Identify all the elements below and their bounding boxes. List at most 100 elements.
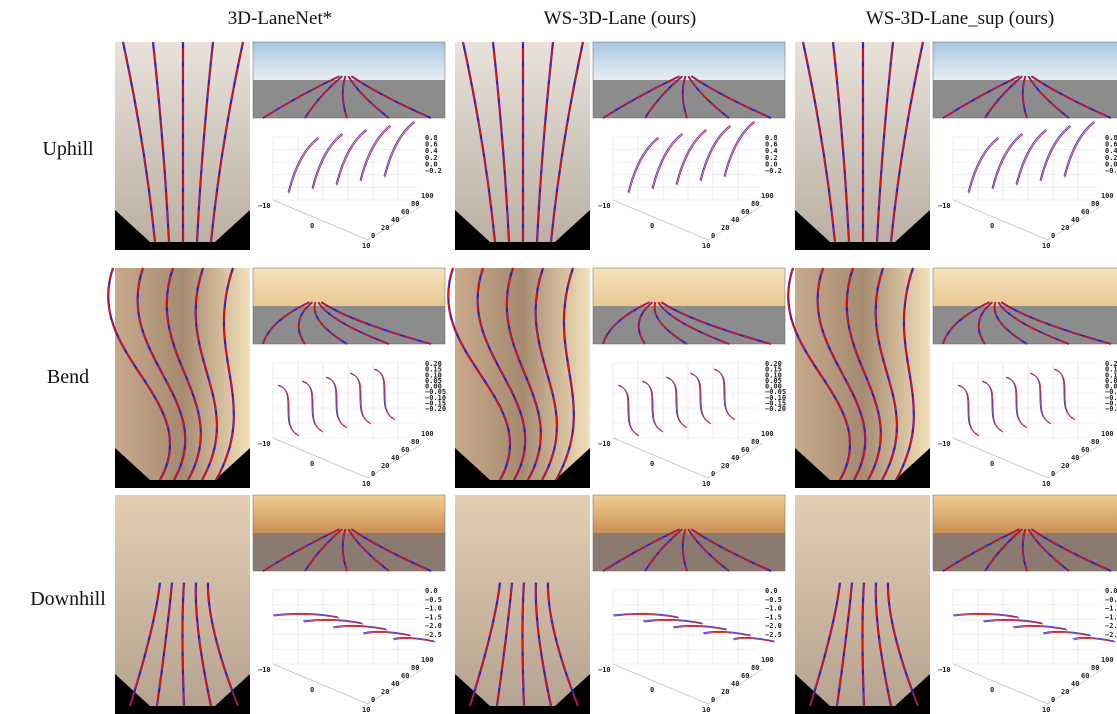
plot-bg [253,575,445,714]
z-tick-label: −1.5 [765,613,782,621]
z-tick-label: −0.20 [425,405,446,413]
y-tick-label: 100 [1101,656,1114,664]
column-title: WS-3D-Lane (ours) [544,8,696,29]
x-tick-label: 0 [310,460,314,468]
y-tick-label: 60 [741,672,749,680]
z-tick-label: −2.0 [425,622,442,630]
z-tick-label: 0.0 [1105,587,1117,595]
y-tick-label: 80 [751,664,759,672]
example-cell: 0.0−0.5−1.0−1.5−2.0−2.5100806040200−1001… [795,495,1117,714]
x-tick-label: 10 [1042,480,1050,488]
plot-3d: 0.200.150.100.050.00−0.05−0.10−0.15−0.20… [253,348,446,488]
x-tick-label: −10 [938,440,951,448]
plot-bg [253,348,445,488]
z-tick-label: −2.5 [425,631,442,639]
x-tick-label: 0 [650,222,654,230]
y-tick-label: 40 [1071,454,1079,462]
x-tick-label: 0 [990,460,994,468]
z-tick-label: 0.0 [765,587,778,595]
y-tick-label: 0 [1051,232,1055,240]
z-tick-label: −2.0 [1105,622,1117,630]
row-label: Uphill [42,138,94,160]
y-tick-label: 0 [711,232,715,240]
y-tick-label: 40 [391,680,399,688]
x-tick-label: −10 [598,440,611,448]
z-tick-label: −0.20 [1105,405,1117,413]
y-tick-label: 20 [1061,688,1069,696]
plot-bg [933,122,1117,250]
figure: 3D-LaneNet*WS-3D-Lane (ours)WS-3D-Lane_s… [0,0,1117,714]
row-label: Downhill [30,588,106,610]
y-tick-label: 60 [401,208,409,216]
y-tick-label: 40 [731,454,739,462]
column-title: WS-3D-Lane_sup (ours) [866,8,1054,29]
example-cell: 0.80.60.40.20.0−0.2100806040200−10010 [795,42,1117,250]
x-tick-label: −10 [938,666,951,674]
example-cell: 0.200.150.100.050.00−0.05−0.10−0.15−0.20… [448,268,786,488]
y-tick-label: 100 [421,192,434,200]
y-tick-label: 40 [731,680,739,688]
y-tick-label: 100 [421,656,434,664]
plot-bg [593,575,785,714]
y-tick-label: 60 [1081,208,1089,216]
z-tick-label: −1.0 [425,605,442,613]
y-tick-label: 40 [731,216,739,224]
example-cell: 0.0−0.5−1.0−1.5−2.0−2.5100806040200−1001… [115,495,445,714]
z-tick-label: 0.0 [425,587,438,595]
z-tick-label: −1.5 [425,613,442,621]
z-tick-label: −2.5 [1105,631,1117,639]
y-tick-label: 20 [1061,224,1069,232]
x-tick-label: 10 [1042,242,1050,250]
y-tick-label: 80 [1091,664,1099,672]
y-tick-label: 80 [751,200,759,208]
x-tick-label: −10 [598,666,611,674]
y-tick-label: 60 [401,672,409,680]
x-tick-label: 10 [702,242,710,250]
x-tick-label: 0 [650,686,654,694]
z-tick-label: −1.0 [765,605,782,613]
z-tick-label: −0.2 [1105,167,1117,175]
y-tick-label: 20 [381,688,389,696]
plot-3d: 0.200.150.100.050.00−0.05−0.10−0.15−0.20… [933,348,1117,488]
y-tick-label: 0 [711,470,715,478]
y-tick-label: 100 [421,430,434,438]
camera-sky [253,42,445,80]
y-tick-label: 100 [1101,192,1114,200]
camera-sky [253,268,445,306]
z-tick-label: −1.5 [1105,613,1117,621]
x-tick-label: 10 [702,706,710,714]
example-cell: 0.80.60.40.20.0−0.2100806040200−10010 [115,42,445,250]
y-tick-label: 60 [741,446,749,454]
x-tick-label: 10 [362,706,370,714]
z-tick-label: −0.5 [765,596,782,604]
y-tick-label: 100 [761,430,774,438]
y-tick-label: 20 [381,462,389,470]
z-tick-label: −0.5 [1105,596,1117,604]
y-tick-label: 40 [391,454,399,462]
y-tick-label: 0 [711,696,715,704]
x-tick-label: 0 [990,222,994,230]
x-tick-label: −10 [598,202,611,210]
camera-sky [933,268,1117,306]
x-tick-label: 0 [650,460,654,468]
x-tick-label: 10 [1042,706,1050,714]
x-tick-label: −10 [258,440,271,448]
x-tick-label: 0 [310,686,314,694]
y-tick-label: 20 [1061,462,1069,470]
y-tick-label: 0 [1051,696,1055,704]
plot-3d: 0.200.150.100.050.00−0.05−0.10−0.15−0.20… [593,348,786,488]
z-tick-label: −0.20 [765,405,786,413]
camera-sky [593,42,785,80]
plot-3d: 0.80.60.40.20.0−0.2100806040200−10010 [253,121,445,250]
plot-3d: 0.80.60.40.20.0−0.2100806040200−10010 [933,121,1117,250]
z-tick-label: −0.5 [425,596,442,604]
plot-bg [933,348,1117,488]
y-tick-label: 60 [1081,446,1089,454]
camera-road [593,306,785,344]
y-tick-label: 40 [391,216,399,224]
z-tick-label: −2.5 [765,631,782,639]
y-tick-label: 0 [1051,470,1055,478]
y-tick-label: 20 [381,224,389,232]
x-tick-label: −10 [258,202,271,210]
plot-3d: 0.80.60.40.20.0−0.2100806040200−10010 [593,121,785,250]
